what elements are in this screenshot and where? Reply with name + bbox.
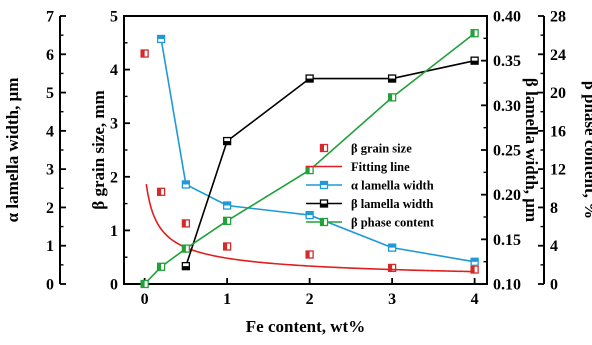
data-point <box>222 242 232 251</box>
data-point <box>387 263 397 273</box>
y-tick-label: 6 <box>46 47 54 64</box>
data-point <box>305 165 314 175</box>
y-tick-label: 0.35 <box>493 53 521 70</box>
data-point <box>470 265 479 274</box>
x-tick-label: 1 <box>223 291 231 308</box>
data-point <box>181 261 191 271</box>
y-tick-label: 0.15 <box>493 232 521 249</box>
x-axis-title: Fe content, wt% <box>246 317 365 336</box>
legend-swatch <box>319 180 329 190</box>
data-point <box>387 74 397 83</box>
series-alpha_lamella_width <box>156 34 479 266</box>
fitting-curve <box>145 183 475 273</box>
data-point <box>181 180 191 189</box>
series-beta_lamella_width <box>181 56 479 271</box>
y-axis-title-beta_grain: β grain size, mm <box>89 90 108 209</box>
series-beta_grain_size <box>140 49 479 274</box>
data-point <box>156 34 166 44</box>
y-tick-label: 4 <box>550 238 558 255</box>
data-point <box>222 136 232 146</box>
x-tick-label: 3 <box>388 291 396 308</box>
data-point <box>181 219 191 228</box>
y-tick-label: 2 <box>110 169 118 186</box>
y-tick-label: 0 <box>110 277 118 294</box>
y-tick-label: 0.25 <box>493 143 521 160</box>
y-tick-label: 4 <box>46 123 54 140</box>
x-tick-label: 4 <box>471 291 479 308</box>
axis-beta_grain: 0 1 2 3 4 5 β grain size, mm <box>89 9 130 294</box>
y-tick-label: 0.10 <box>493 277 521 294</box>
y-tick-label: 7 <box>46 9 54 26</box>
y-tick-label: 5 <box>110 9 118 26</box>
legend-item-beta_lamella_width: β lamella width <box>306 197 433 211</box>
y-tick-label: 24 <box>550 47 566 64</box>
data-point <box>222 216 232 225</box>
y-tick-label: 4 <box>110 62 118 79</box>
legend-label: α lamella width <box>351 179 434 193</box>
y-tick-label: 1 <box>46 238 54 255</box>
x-tick-label: 2 <box>306 291 314 308</box>
data-point <box>181 244 191 253</box>
legend-item-fitting_line: Fitting line <box>306 160 410 174</box>
data-point <box>222 201 232 210</box>
y-tick-label: 1 <box>110 223 118 240</box>
series-line <box>185 59 475 267</box>
data-point <box>156 262 166 271</box>
legend-label: β phase content <box>351 216 435 230</box>
legend-label: β grain size <box>351 142 412 156</box>
legend-item-beta_grain_size: β grain size <box>319 142 412 156</box>
data-point <box>140 49 149 58</box>
data-point <box>305 210 314 220</box>
y-axis-title-beta_phase: β phase content, % <box>581 81 592 219</box>
y-tick-label: 5 <box>46 85 54 102</box>
y-tick-label: 12 <box>550 162 566 179</box>
data-point <box>387 93 397 102</box>
y-tick-label: 0 <box>46 277 54 294</box>
series-fitting_line <box>145 183 475 273</box>
data-point <box>305 74 314 83</box>
y-tick-label: 8 <box>550 200 558 217</box>
data-point <box>305 250 314 259</box>
data-point <box>140 279 149 289</box>
y-tick-label: 28 <box>550 9 566 26</box>
series-line <box>160 38 475 263</box>
series-layer <box>140 29 479 289</box>
data-point <box>156 187 166 196</box>
data-point <box>470 257 479 266</box>
legend-item-alpha_lamella_width: α lamella width <box>306 179 434 193</box>
axis-alpha_width: 0 1 2 3 4 5 6 7 α lamella width, μm <box>3 9 66 294</box>
series-line <box>144 32 476 285</box>
data-point <box>470 29 479 38</box>
y-tick-label: 0.20 <box>493 187 521 204</box>
y-axis-title-alpha_width: α lamella width, μm <box>3 78 22 223</box>
y-tick-label: 16 <box>550 123 566 140</box>
y-tick-label: 0.30 <box>493 98 521 115</box>
y-tick-label: 3 <box>46 162 54 179</box>
y-tick-label: 3 <box>110 116 118 133</box>
series-beta_phase_content <box>140 29 479 289</box>
y-tick-label: 20 <box>550 85 566 102</box>
data-point <box>387 243 397 252</box>
x-tick-label: 0 <box>141 291 149 308</box>
y-tick-label: 0 <box>550 277 558 294</box>
y-tick-label: 2 <box>46 200 54 217</box>
legend-label: Fitting line <box>351 160 410 174</box>
legend-item-beta_phase_content: β phase content <box>306 216 435 230</box>
legend-swatch <box>319 217 329 227</box>
data-point <box>470 56 479 65</box>
y-axis-title-beta_width: β lamella width, μm <box>522 78 541 222</box>
legend-label: β lamella width <box>351 197 433 211</box>
legend-swatch <box>319 143 329 153</box>
legend-swatch <box>319 199 329 208</box>
legend: β grain size Fitting line α lamella width β… <box>306 142 435 230</box>
axis-beta_phase: 0 4 8 12 16 20 24 28 β phase content, % <box>538 9 592 294</box>
axis-beta_width: 0.10 0.15 0.20 0.25 0.30 0.35 0.40 β lamella wi… <box>481 9 541 294</box>
y-tick-label: 0.40 <box>493 9 521 26</box>
